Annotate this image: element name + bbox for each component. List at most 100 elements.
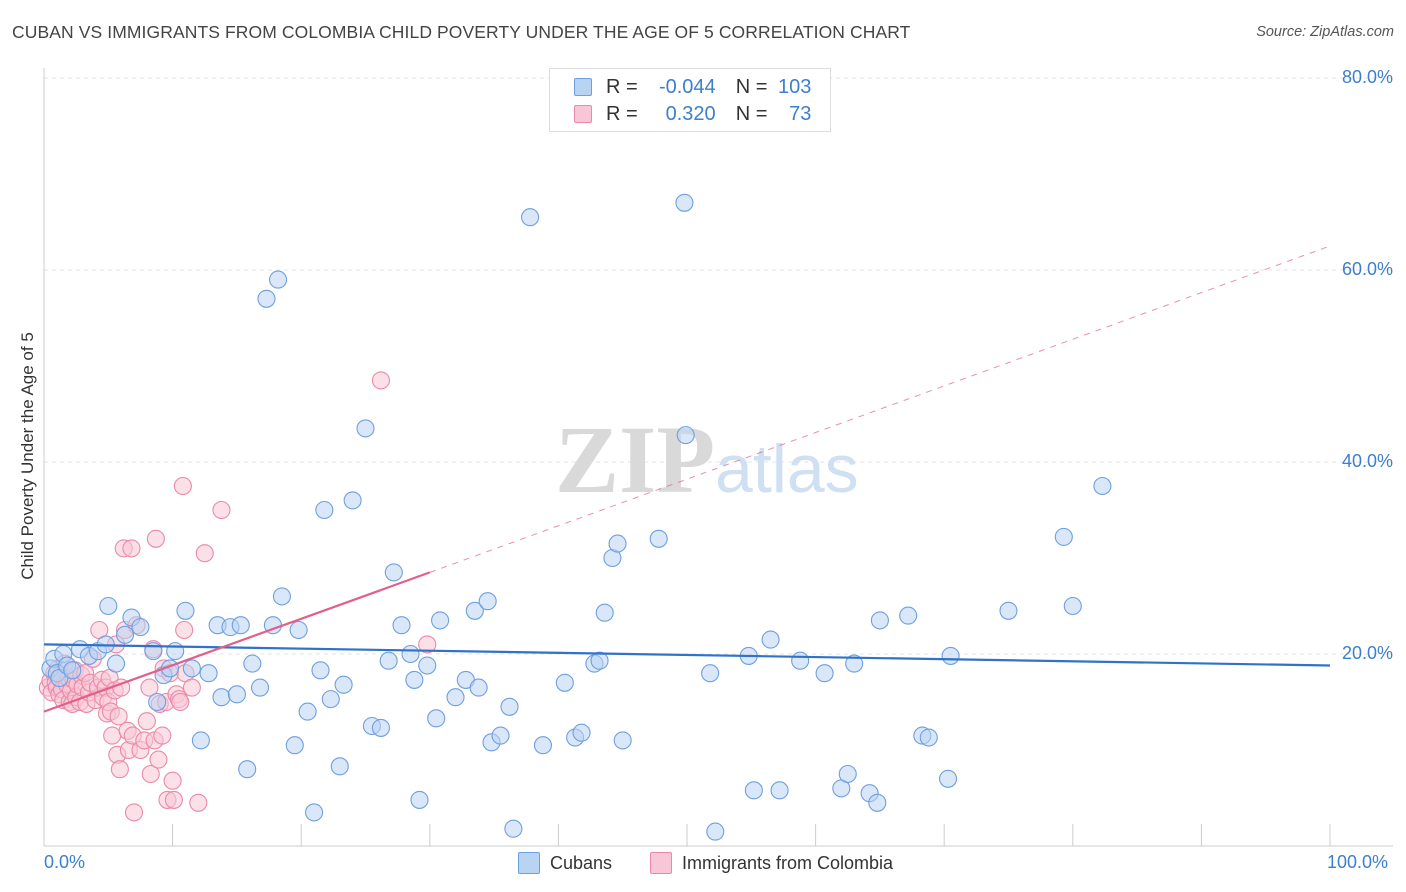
cuban-point — [533, 736, 553, 755]
cubans-legend-swatch — [518, 852, 540, 874]
cuban-point — [478, 592, 497, 611]
cuban-point — [343, 491, 362, 510]
cuban-point — [212, 688, 231, 707]
watermark: ZIP atlas — [555, 406, 859, 513]
cubans-swatch — [574, 78, 592, 96]
colombia-point — [109, 707, 128, 726]
cuban-point — [761, 630, 780, 649]
y-tick-label: 80.0% — [1341, 67, 1393, 87]
cuban-point — [939, 769, 958, 788]
cuban-point — [115, 625, 135, 644]
cuban-point — [106, 654, 126, 673]
legend-item-colombia[interactable]: Immigrants from Colombia — [650, 852, 893, 874]
cuban-point — [504, 819, 523, 838]
r-label: R = — [606, 75, 638, 98]
cuban-point — [227, 685, 246, 704]
colombia-point — [418, 635, 437, 654]
cuban-point — [250, 678, 270, 697]
cuban-point — [675, 193, 694, 212]
cuban-point — [649, 529, 668, 548]
cuban-point — [330, 757, 349, 776]
cuban-point — [815, 664, 834, 683]
n-label: N = — [735, 102, 768, 125]
cuban-point — [243, 654, 262, 673]
correlation-legend: R = -0.044 N = 103 R = 0.320 N = 73 — [549, 68, 831, 132]
colombia-point — [371, 371, 390, 390]
n-value-colombia: 73 — [789, 102, 812, 125]
cuban-point — [770, 781, 789, 800]
cuban-point — [868, 793, 887, 812]
cuban-point — [166, 642, 185, 661]
colombia-points — [38, 371, 437, 822]
cuban-point — [392, 616, 411, 635]
n-value-cubans: 103 — [778, 75, 812, 98]
grid-lines — [44, 77, 1393, 655]
colombia-point — [171, 692, 190, 712]
cuban-point — [379, 651, 398, 670]
cuban-point — [446, 688, 465, 707]
cuban-point — [521, 208, 540, 227]
watermark-atlas: atlas — [715, 431, 859, 507]
colombia-point — [140, 678, 159, 697]
y-tick-label: 20.0% — [1341, 643, 1393, 663]
cuban-point — [572, 723, 591, 742]
source-label: Source: ZipAtlas.com — [1256, 24, 1394, 40]
cuban-point — [311, 661, 330, 680]
cuban-point — [257, 289, 276, 308]
cuban-point — [1054, 527, 1073, 546]
colombia-point — [137, 712, 156, 731]
cuban-point — [231, 616, 250, 635]
chart-title: CUBAN VS IMMIGRANTS FROM COLOMBIA CHILD … — [12, 22, 911, 42]
cuban-point — [289, 620, 308, 640]
colombia-point — [122, 539, 141, 558]
cuban-point — [401, 644, 420, 664]
colombia-legend-label: Immigrants from Colombia — [682, 852, 894, 873]
y-tick-label: 40.0% — [1341, 451, 1393, 471]
cuban-point — [285, 736, 304, 755]
legend-row-colombia: R = 0.320 N = 73 — [574, 102, 811, 126]
trend-lines — [43, 245, 1331, 713]
cuban-point — [1093, 476, 1112, 496]
r-value-colombia: 0.320 — [665, 102, 716, 125]
cubans-trend-line — [43, 643, 1331, 667]
cuban-point — [410, 790, 429, 809]
cuban-point — [431, 611, 450, 630]
colombia-point — [124, 803, 144, 822]
colombia-point — [175, 620, 194, 640]
legend-item-cubans[interactable]: Cubans — [518, 852, 612, 874]
cuban-point — [298, 702, 317, 721]
colombia-point — [212, 500, 231, 520]
r-value-cubans: -0.044 — [658, 75, 716, 98]
cuban-point — [182, 659, 201, 678]
cuban-point — [744, 781, 763, 800]
cuban-point — [63, 661, 82, 680]
cuban-point — [613, 731, 632, 750]
cuban-point — [701, 664, 720, 683]
colombia-point — [195, 544, 214, 563]
cuban-point — [870, 611, 889, 630]
cuban-point — [269, 270, 288, 289]
n-label: N = — [735, 75, 768, 98]
cuban-point — [418, 656, 437, 675]
r-label: R = — [606, 102, 638, 125]
cuban-point — [131, 618, 150, 637]
cuban-point — [706, 822, 725, 841]
axes — [43, 68, 1393, 847]
cuban-point — [608, 534, 627, 553]
cuban-point — [315, 500, 334, 520]
cuban-point — [919, 728, 938, 747]
cubans-points — [41, 193, 1112, 841]
watermark-zip: ZIP — [555, 406, 715, 513]
cuban-point — [356, 419, 375, 438]
cuban-point — [321, 690, 340, 709]
x-tick-label-min: 0.0% — [44, 852, 86, 872]
cuban-point — [199, 664, 218, 683]
colombia-point — [146, 529, 165, 548]
cuban-point — [469, 678, 488, 697]
cuban-point — [838, 764, 857, 784]
cuban-point — [899, 606, 918, 625]
cuban-point — [272, 587, 291, 606]
colombia-point — [153, 726, 172, 745]
x-tick-label-max: 100.0% — [1327, 852, 1389, 872]
